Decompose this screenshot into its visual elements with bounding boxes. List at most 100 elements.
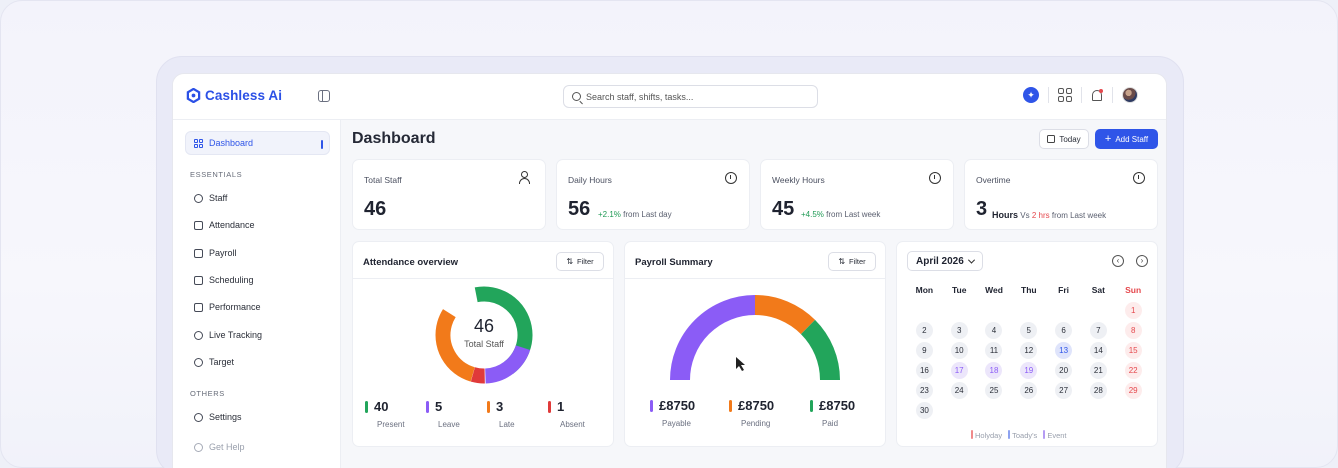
donut-segment-absent bbox=[435, 286, 533, 384]
overtime-unit: Hours bbox=[992, 210, 1019, 220]
calendar-day[interactable]: 9 bbox=[915, 342, 933, 359]
calendar-day[interactable]: 18 bbox=[985, 362, 1003, 379]
calendar-day[interactable]: 13 bbox=[1055, 342, 1073, 359]
weekday-label: Fri bbox=[1058, 285, 1070, 295]
gauge-segment-pending bbox=[754, 295, 816, 335]
next-month-button[interactable]: › bbox=[1136, 255, 1148, 267]
sidebar-item-label: Staff bbox=[209, 193, 228, 203]
calendar-day[interactable]: 15 bbox=[1124, 342, 1142, 359]
sidebar-item-scheduling[interactable]: Scheduling bbox=[194, 275, 254, 285]
change-suffix: from Last week bbox=[826, 210, 881, 219]
sidebar-item-payroll[interactable]: Payroll bbox=[194, 248, 237, 258]
payroll-gauge-chart bbox=[670, 295, 840, 381]
sidebar-item-staff[interactable]: Staff bbox=[194, 193, 227, 203]
legend-holiday: Holyday bbox=[971, 430, 1002, 440]
calendar-day[interactable]: 23 bbox=[915, 382, 933, 399]
page-title: Dashboard bbox=[352, 130, 436, 147]
sidebar-item-live-tracking[interactable]: Live Tracking bbox=[194, 330, 262, 340]
attendance-filter-button[interactable]: ⇅ Filter bbox=[556, 252, 604, 271]
calendar-day[interactable]: 7 bbox=[1089, 322, 1107, 339]
calendar-day[interactable]: 30 bbox=[915, 402, 933, 419]
card-title: Attendance overview bbox=[363, 257, 459, 268]
logo[interactable]: Cashless Ai bbox=[186, 88, 282, 103]
month-label: April 2026 bbox=[916, 255, 964, 267]
avatar[interactable] bbox=[1122, 87, 1138, 103]
legend-value: £8750 bbox=[738, 398, 775, 413]
filter-icon: ⇅ bbox=[838, 257, 846, 266]
legend-swatch bbox=[487, 400, 490, 413]
search-input[interactable] bbox=[586, 91, 806, 102]
legend-value: £8750 bbox=[819, 398, 856, 413]
sidebar-item-label: Performance bbox=[209, 302, 261, 312]
calendar-day[interactable]: 20 bbox=[1055, 362, 1073, 379]
stat-change: +2.1% from Last day bbox=[598, 210, 672, 219]
sidebar-item-label: Scheduling bbox=[209, 275, 254, 285]
prev-month-button[interactable]: ‹ bbox=[1112, 255, 1124, 267]
add-staff-button[interactable]: + Add Staff bbox=[1095, 129, 1158, 149]
legend-value: 40 bbox=[374, 399, 389, 414]
calendar-day[interactable]: 3 bbox=[950, 322, 968, 339]
calendar-day[interactable]: 26 bbox=[1020, 382, 1038, 399]
weekday-label: Tue bbox=[951, 285, 967, 295]
today-label: Today bbox=[1059, 134, 1081, 144]
gauge-segment-paid bbox=[800, 319, 840, 381]
sidebar-item-get-help[interactable]: Get Help bbox=[194, 442, 245, 452]
calendar-day[interactable]: 14 bbox=[1089, 342, 1107, 359]
calendar-day[interactable]: 5 bbox=[1020, 322, 1038, 339]
legend-swatch bbox=[548, 400, 551, 413]
today-button[interactable]: Today bbox=[1039, 129, 1089, 149]
sidebar-item-label: Payroll bbox=[209, 248, 237, 258]
legend-label: Leave bbox=[438, 420, 460, 429]
divider bbox=[353, 278, 613, 279]
calendar-day[interactable]: 24 bbox=[950, 382, 968, 399]
previous-value: 2 hrs bbox=[1031, 211, 1050, 220]
calendar-day[interactable]: 10 bbox=[950, 342, 968, 359]
weekday-label: Sat bbox=[1091, 285, 1105, 295]
calendar-day[interactable]: 27 bbox=[1055, 382, 1073, 399]
gauge-segment-payable bbox=[670, 295, 756, 381]
sidebar-item-label: Target bbox=[209, 357, 235, 367]
calendar-day[interactable]: 28 bbox=[1089, 382, 1107, 399]
sidebar-toggle-icon[interactable] bbox=[318, 90, 330, 102]
calendar-day[interactable]: 17 bbox=[950, 362, 968, 379]
calendar-day[interactable]: 19 bbox=[1020, 362, 1038, 379]
search-bar[interactable] bbox=[563, 85, 818, 108]
sidebar-item-dashboard[interactable]: Dashboard bbox=[185, 131, 330, 155]
payroll-summary-card: Payroll Summary ⇅ Filter £8750 Payable £… bbox=[624, 241, 886, 447]
apps-grid-icon[interactable] bbox=[1058, 88, 1072, 102]
legend-label: Payable bbox=[662, 419, 691, 428]
legend-label: Paid bbox=[822, 419, 839, 428]
calendar-day[interactable]: 11 bbox=[985, 342, 1003, 359]
top-actions: ✦ bbox=[1023, 87, 1138, 103]
month-selector[interactable]: April 2026 bbox=[907, 251, 983, 271]
calendar-card: April 2026 ‹ › Mon Tue Wed Thu Fri Sat S… bbox=[896, 241, 1158, 447]
card-title: Payroll Summary bbox=[635, 257, 713, 268]
calendar-day[interactable]: 25 bbox=[985, 382, 1003, 399]
sidebar-item-attendance[interactable]: Attendance bbox=[194, 220, 255, 230]
calendar-day[interactable]: 4 bbox=[985, 322, 1003, 339]
sidebar-item-performance[interactable]: Performance bbox=[194, 302, 261, 312]
calendar-day[interactable]: 1 bbox=[1124, 302, 1142, 319]
calendar-day[interactable]: 22 bbox=[1124, 362, 1142, 379]
calendar-day[interactable]: 12 bbox=[1020, 342, 1038, 359]
sidebar-item-label: Dashboard bbox=[209, 138, 254, 148]
calendar-day[interactable]: 21 bbox=[1089, 362, 1107, 379]
calendar-day[interactable]: 6 bbox=[1055, 322, 1073, 339]
calendar-blank bbox=[985, 302, 1002, 319]
weekday-label: Wed bbox=[985, 285, 1003, 295]
calendar-day[interactable]: 2 bbox=[915, 322, 933, 339]
donut-segment-leave bbox=[435, 286, 533, 384]
sidebar-item-settings[interactable]: Settings bbox=[194, 412, 242, 422]
sidebar-item-target[interactable]: Target bbox=[194, 357, 234, 367]
calendar-day[interactable]: 16 bbox=[915, 362, 933, 379]
stat-label: Weekly Hours bbox=[772, 175, 825, 185]
calendar-day[interactable]: 8 bbox=[1124, 322, 1142, 339]
notification-dot bbox=[1099, 88, 1103, 93]
stat-value: 45 bbox=[772, 198, 795, 220]
donut-center-label: Total Staff bbox=[464, 339, 504, 349]
ai-assistant-icon[interactable]: ✦ bbox=[1023, 87, 1039, 103]
payroll-filter-button[interactable]: ⇅ Filter bbox=[828, 252, 876, 271]
notification-bell-icon[interactable] bbox=[1091, 88, 1103, 102]
calendar-day[interactable]: 29 bbox=[1124, 382, 1142, 399]
legend-item-paid: £8750 Paid bbox=[810, 398, 855, 428]
